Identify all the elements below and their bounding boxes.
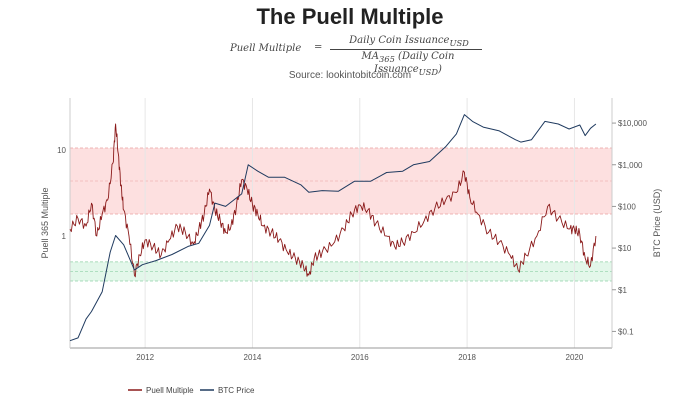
x-tick-label: 2020 bbox=[566, 353, 584, 362]
chart-title: The Puell Multiple bbox=[256, 4, 444, 29]
legend-label: Puell Multiple bbox=[146, 386, 194, 395]
x-tick-label: 2014 bbox=[244, 353, 262, 362]
y-left-tick-label: 1 bbox=[62, 232, 67, 241]
btc-price-line bbox=[69, 114, 597, 342]
x-tick-label: 2018 bbox=[458, 353, 476, 362]
y-right-tick-label: $1,000 bbox=[618, 161, 643, 170]
y-right-tick-label: $100 bbox=[618, 202, 636, 211]
y-left-axis-title: Puell 365 Multiple bbox=[40, 187, 50, 258]
formula: Puell Multiple = Daily Coin IssuanceUSD … bbox=[230, 35, 490, 77]
x-tick-label: 2016 bbox=[351, 353, 369, 362]
formula-fraction-bar bbox=[330, 49, 482, 50]
legend-label: BTC Price bbox=[218, 386, 255, 395]
formula-numerator: Daily Coin IssuanceUSD bbox=[349, 35, 469, 48]
puell-line bbox=[69, 123, 597, 278]
y-right-tick-label: $0.1 bbox=[618, 327, 634, 336]
x-tick-label: 2012 bbox=[136, 353, 154, 362]
formula-lhs: Puell Multiple bbox=[230, 43, 302, 54]
formula-denominator: MA365 (Daily Coin IssuanceUSD) bbox=[361, 51, 455, 77]
formula-equals: = bbox=[314, 42, 323, 53]
y-right-tick-label: $10 bbox=[618, 244, 632, 253]
y-right-tick-label: $10,000 bbox=[618, 119, 647, 128]
chart-source: Source: lookintobitcoin.com bbox=[288, 70, 412, 81]
y-right-axis-title: BTC Price (USD) bbox=[652, 189, 662, 258]
y-left-tick-label: 10 bbox=[57, 146, 66, 155]
y-right-tick-label: $1 bbox=[618, 286, 627, 295]
